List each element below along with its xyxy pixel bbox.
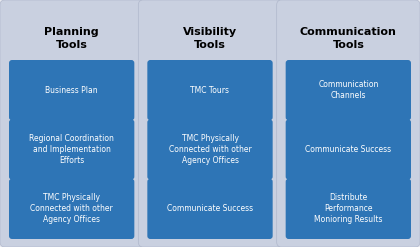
FancyBboxPatch shape bbox=[9, 60, 134, 120]
Text: Business Plan: Business Plan bbox=[45, 86, 98, 95]
Text: Regional Coordination
and Implementation
Efforts: Regional Coordination and Implementation… bbox=[29, 134, 114, 165]
FancyBboxPatch shape bbox=[147, 60, 273, 120]
Text: Communication
Tools: Communication Tools bbox=[300, 27, 397, 50]
FancyBboxPatch shape bbox=[277, 0, 420, 247]
FancyBboxPatch shape bbox=[9, 119, 134, 180]
Text: Communicate Success: Communicate Success bbox=[167, 204, 253, 213]
Text: TMC Tours: TMC Tours bbox=[191, 86, 229, 95]
Text: Visibility
Tools: Visibility Tools bbox=[183, 27, 237, 50]
FancyBboxPatch shape bbox=[286, 179, 411, 239]
FancyBboxPatch shape bbox=[286, 60, 411, 120]
Text: Planning
Tools: Planning Tools bbox=[45, 27, 99, 50]
Text: Distribute
Performance
Monioring Results: Distribute Performance Monioring Results bbox=[314, 193, 383, 225]
FancyBboxPatch shape bbox=[9, 179, 134, 239]
Text: TMC Physically
Connected with other
Agency Offices: TMC Physically Connected with other Agen… bbox=[30, 193, 113, 225]
FancyBboxPatch shape bbox=[138, 0, 282, 247]
FancyBboxPatch shape bbox=[147, 179, 273, 239]
FancyBboxPatch shape bbox=[0, 0, 143, 247]
Text: Communicate Success: Communicate Success bbox=[305, 145, 391, 154]
Text: Communication
Channels: Communication Channels bbox=[318, 80, 378, 100]
FancyBboxPatch shape bbox=[286, 119, 411, 180]
FancyBboxPatch shape bbox=[147, 119, 273, 180]
Text: TMC Physically
Connected with other
Agency Offices: TMC Physically Connected with other Agen… bbox=[168, 134, 252, 165]
